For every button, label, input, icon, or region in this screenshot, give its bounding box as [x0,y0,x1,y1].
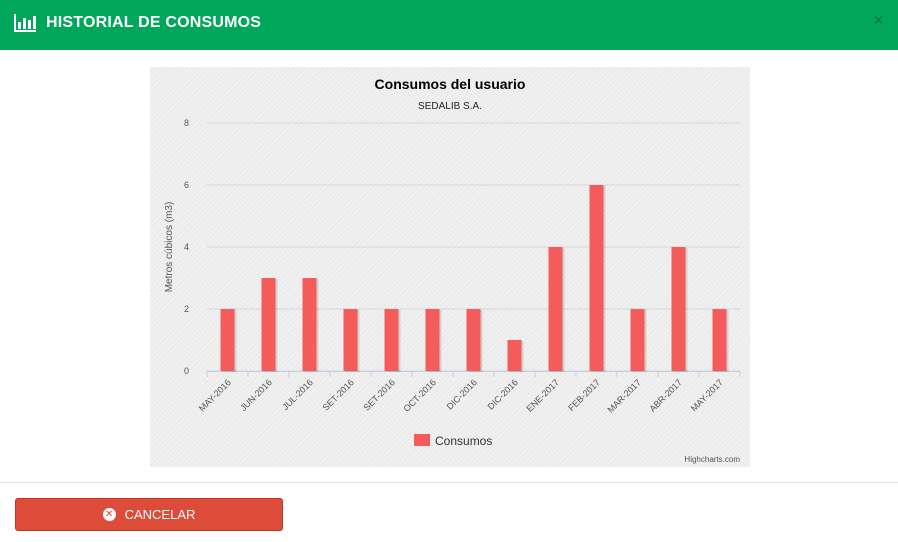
x-tick-label: DIC-2016 [445,377,479,411]
chart-subtitle: SEDALIB S.A. [418,101,482,112]
bars [220,185,729,372]
times-circle-icon: ✕ [102,508,116,521]
x-tick-label: MAY-2017 [689,377,725,413]
y-tick-label: 0 [184,366,189,376]
x-tick-label: MAY-2016 [197,377,233,413]
chart-credits[interactable]: Highcharts.com [684,455,740,464]
x-tick-label: FEB-2017 [566,377,602,413]
x-tick-label: ENE-2017 [524,377,560,413]
modal-header: HISTORIAL DE CONSUMOS × [0,0,898,50]
bar[interactable] [302,278,317,371]
bar[interactable] [548,247,563,371]
bar[interactable] [630,309,645,371]
bar[interactable] [507,340,522,371]
chart-title: Consumos del usuario [375,76,526,92]
bar[interactable] [261,278,276,371]
modal-title: HISTORIAL DE CONSUMOS [46,14,262,31]
bar[interactable] [589,185,604,371]
consumption-chart: Consumos del usuario SEDALIB S.A. Metros… [164,76,741,464]
x-tick-label: SET-2016 [321,377,356,412]
bar[interactable] [671,247,686,371]
x-axis-labels: MAY-2016 JUN-2016 JUL-2016 SET-2016 SET-2016… [197,377,725,414]
y-axis-title: Metros cúbicos (m3) [164,202,175,293]
bar[interactable] [343,309,358,371]
x-tick-label: JUN-2016 [238,377,274,413]
legend[interactable]: Consumos [414,434,492,448]
cancel-button-label: CANCELAR [124,507,196,522]
legend-swatch [414,434,430,446]
grid-lines [206,122,741,377]
y-axis-labels: 0 2 4 6 8 [184,118,189,376]
y-tick-label: 4 [184,242,189,252]
bar[interactable] [712,309,727,371]
bar[interactable] [220,309,235,371]
x-tick-label: DIC-2016 [486,377,520,411]
x-tick-label: MAR-2017 [605,377,642,414]
cancel-button[interactable]: ✕ CANCELAR [15,498,283,531]
x-tick-label: SET-2016 [362,377,397,412]
bar[interactable] [384,309,399,371]
y-tick-label: 2 [184,304,189,314]
y-tick-label: 6 [184,180,189,190]
footer-divider [0,482,898,483]
x-tick-label: JUL-2016 [280,377,315,412]
bar[interactable] [466,309,481,371]
y-tick-label: 8 [184,118,189,128]
bar-chart-icon [14,14,36,32]
chart-container: Consumos del usuario SEDALIB S.A. Metros… [150,67,750,467]
legend-label: Consumos [435,434,492,448]
x-tick-label: OCT-2016 [401,377,437,413]
x-tick-label: ABR-2017 [647,377,683,413]
close-button[interactable]: × [873,13,884,28]
bar[interactable] [425,309,440,371]
